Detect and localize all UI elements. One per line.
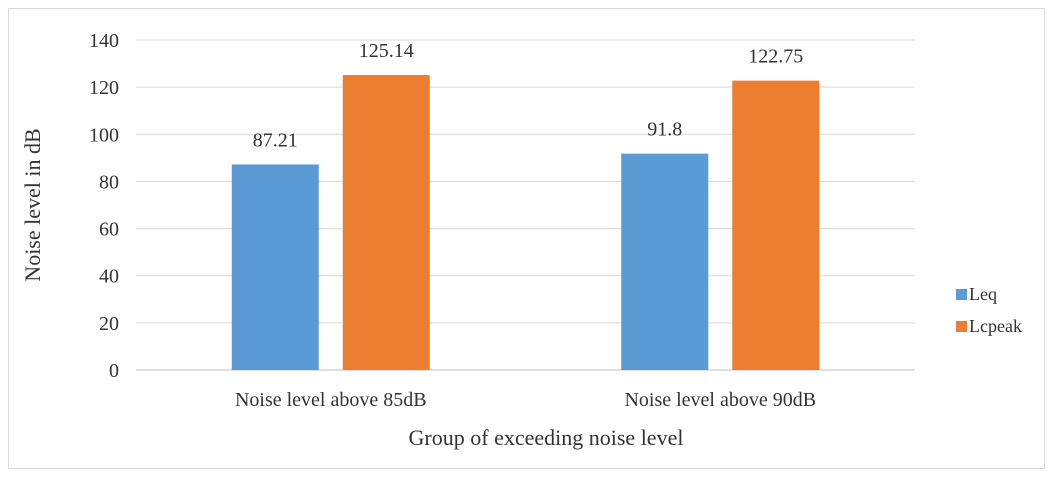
y-tick-label: 60 bbox=[99, 219, 119, 241]
data-label: 87.21 bbox=[253, 129, 298, 151]
x-axis-ticks: Noise level above 85dB Noise level above … bbox=[235, 389, 816, 411]
y-tick-label: 20 bbox=[99, 313, 119, 335]
bar-leq bbox=[231, 164, 319, 370]
x-axis-title: Group of exceeding noise level bbox=[409, 425, 684, 450]
legend-swatch-leq bbox=[956, 289, 967, 300]
legend: Leq Lcpeak bbox=[956, 284, 1022, 336]
y-tick-label: 140 bbox=[89, 30, 119, 52]
x-tick-label: Noise level above 90dB bbox=[624, 389, 816, 411]
x-tick-label: Noise level above 85dB bbox=[235, 389, 427, 411]
bars bbox=[231, 75, 820, 371]
bar-lcpeak bbox=[342, 75, 430, 370]
bar-lcpeak bbox=[732, 80, 820, 371]
y-axis-ticks: 0 20 40 60 80 100 120 140 bbox=[89, 30, 119, 382]
y-tick-label: 40 bbox=[99, 266, 119, 288]
y-tick-label: 100 bbox=[89, 124, 119, 146]
y-tick-label: 0 bbox=[109, 360, 119, 382]
data-label: 91.8 bbox=[647, 119, 682, 141]
y-tick-label: 80 bbox=[99, 171, 119, 193]
y-tick-label: 120 bbox=[89, 77, 119, 99]
chart-frame bbox=[8, 8, 1045, 469]
y-axis-title: Noise level in dB bbox=[20, 128, 45, 281]
bar-leq bbox=[621, 153, 709, 370]
legend-label-leq: Leq bbox=[969, 284, 997, 304]
legend-swatch-lcpeak bbox=[956, 321, 967, 332]
data-label: 125.14 bbox=[359, 40, 414, 62]
data-label: 122.75 bbox=[748, 46, 803, 68]
data-labels: 87.21 125.14 91.8 122.75 bbox=[253, 40, 804, 151]
legend-label-lcpeak: Lcpeak bbox=[969, 316, 1022, 336]
